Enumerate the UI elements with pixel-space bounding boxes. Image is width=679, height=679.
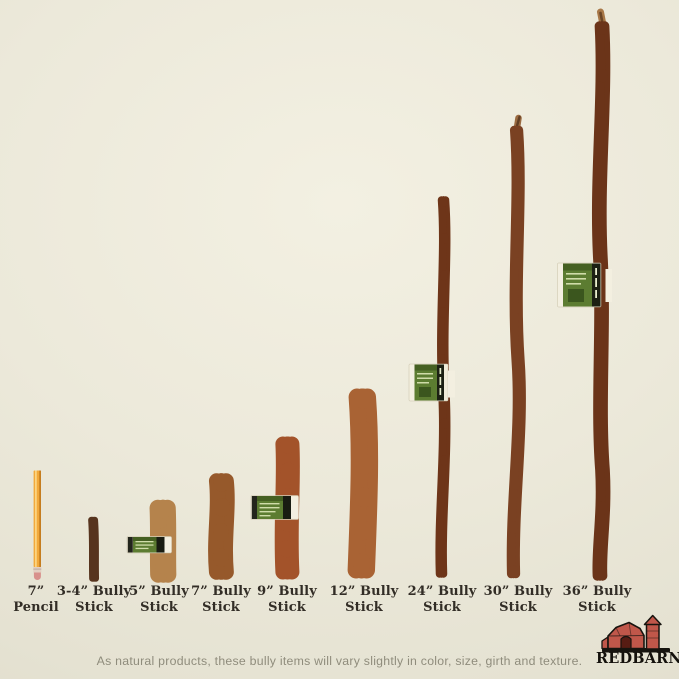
item-label-line1: 3-4” Bully — [56, 584, 132, 599]
item-label-line2: Stick — [578, 599, 616, 615]
silo-bands — [646, 630, 659, 639]
pencil-eraser — [33, 572, 41, 580]
hang-tag-5-icon — [126, 536, 172, 554]
brand-name: REDBARN — [596, 650, 679, 667]
item-label-line1: 7” — [27, 584, 45, 599]
item-label-line2: Stick — [140, 599, 178, 615]
item-label-line1: 12” Bully — [329, 584, 399, 599]
tag-vertical-text — [439, 368, 442, 374]
item-label-line2: Stick — [345, 599, 383, 615]
item-label-line2: Stick — [499, 599, 537, 615]
pencil-ferrule-line — [33, 568, 42, 570]
tag-text-line — [417, 377, 433, 379]
item-label-line2: Stick — [202, 599, 240, 615]
bully-stick-30-photo — [511, 114, 522, 579]
hang-tag-9-icon — [250, 495, 299, 520]
tag-wrap-tab — [448, 370, 455, 398]
barn-door — [620, 635, 632, 650]
item-label-line2: Stick — [268, 599, 306, 615]
bully-stick-3-4-photo — [91, 516, 95, 582]
item-label-line1: 30” Bully — [483, 584, 553, 599]
stick-shade — [356, 397, 359, 570]
tag-text-line — [135, 547, 149, 550]
bully-stick-36-photo — [597, 8, 606, 581]
pencil-ferrule — [33, 567, 42, 573]
tag-vertical-text — [595, 278, 597, 287]
item-label-line1: 9” Bully — [257, 584, 317, 599]
item-label-line2: Stick — [423, 599, 461, 615]
pencil-highlight — [35, 470, 37, 567]
item-label-bully-12: 12” Bully Stick — [316, 584, 412, 615]
tag-left-band — [251, 496, 257, 519]
item-label-bully-5: 5” Bully Stick — [111, 584, 207, 615]
redbarn-logo: REDBARN™ — [596, 614, 679, 672]
tag-dark-band — [283, 496, 291, 519]
tag-text-line — [259, 511, 276, 513]
item-label-line2: Pencil — [13, 599, 59, 615]
barn-roof-slats — [615, 622, 632, 636]
item-label-line2: Stick — [75, 599, 113, 615]
tag-text-line — [259, 515, 271, 517]
hang-tag-36-icon — [557, 262, 612, 308]
tag-wrap-tab — [605, 269, 612, 302]
tag-wrap-tab — [164, 537, 172, 552]
tag-white-band — [558, 263, 563, 307]
stick-knob-notch — [515, 115, 521, 128]
tag-text-line — [135, 544, 154, 546]
item-label-line1: 7” Bully — [191, 584, 251, 599]
item-label-pencil: 7” Pencil — [0, 584, 84, 615]
tag-vertical-text — [595, 290, 597, 298]
barn-eave-line — [607, 635, 645, 637]
tag-logo-mark — [568, 289, 584, 302]
hang-tag-24-icon — [408, 363, 455, 402]
tag-vertical-text — [439, 388, 442, 395]
tag-text-line — [417, 373, 433, 375]
item-label-bully-7: 7” Bully Stick — [173, 584, 269, 615]
tag-leaf-texture — [257, 496, 283, 501]
tag-logo-mark — [419, 387, 431, 397]
item-label-bully-3-4: 3-4” Bully Stick — [46, 584, 142, 615]
silo-body — [645, 623, 660, 650]
tag-text-line — [259, 503, 280, 505]
tag-leaf-texture — [563, 263, 592, 271]
disclaimer-text: As natural products, these bully items w… — [96, 654, 583, 668]
tag-leaf-texture — [414, 364, 437, 371]
barn-leanto — [601, 636, 609, 650]
item-label-line1: 24” Bully — [407, 584, 477, 599]
item-label-bully-9: 9” Bully Stick — [239, 584, 335, 615]
item-label-bully-24: 24” Bully Stick — [394, 584, 490, 615]
redbarn-wordmark: REDBARN™ — [596, 650, 679, 667]
item-label-bully-30: 30” Bully Stick — [470, 584, 566, 615]
tag-text-line — [566, 278, 586, 280]
pencil-photo — [33, 470, 42, 580]
bully-stick-7-photo — [216, 473, 227, 580]
silo-cap — [643, 614, 662, 626]
bully-stick-12-photo — [356, 388, 370, 579]
tag-text-line — [417, 382, 429, 384]
pencil-shade — [39, 470, 41, 567]
tag-leaf-texture — [133, 537, 157, 541]
tag-green-label — [563, 263, 592, 307]
tag-text-line — [135, 541, 154, 543]
item-label-line1: 36” Bully — [562, 584, 632, 599]
tag-wrap-tab — [291, 497, 299, 518]
tag-text-line — [566, 283, 581, 285]
item-label-bully-36: 36” Bully Stick — [549, 584, 645, 615]
tag-vertical-text — [439, 377, 442, 385]
tag-vertical-text — [595, 268, 597, 275]
stick-shade — [91, 520, 92, 579]
item-label-line1: 5” Bully — [129, 584, 189, 599]
tag-text-line — [259, 507, 280, 509]
redbarn-barn-icon — [601, 614, 670, 653]
tag-dark-band — [156, 537, 165, 553]
tag-white-band — [409, 364, 415, 401]
tag-left-band — [127, 537, 133, 553]
tag-text-line — [566, 273, 586, 275]
